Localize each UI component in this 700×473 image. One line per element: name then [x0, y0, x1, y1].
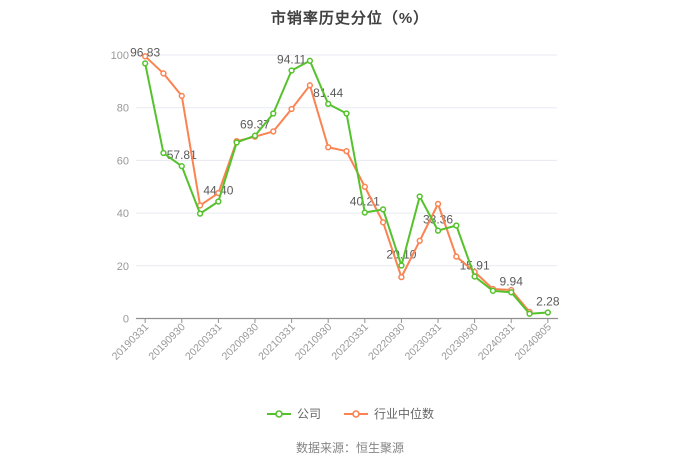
data-label: 57.81 [167, 148, 197, 162]
y-axis-tick-label: 0 [123, 314, 129, 326]
industry-median-point[interactable] [325, 144, 332, 151]
legend-line-icon [266, 409, 291, 418]
company-point[interactable] [526, 310, 533, 317]
y-axis-tick-label: 40 [117, 208, 129, 220]
industry-median-point[interactable] [379, 219, 387, 226]
company-point[interactable] [471, 273, 478, 280]
data-label: 15.91 [460, 259, 490, 273]
data-label: 2.28 [536, 294, 560, 308]
data-label: 96.83 [130, 45, 160, 59]
legend-item-industry-median[interactable]: 行业中位数 [343, 405, 434, 422]
industry-median-point[interactable] [142, 53, 149, 60]
company-point[interactable] [178, 163, 185, 170]
industry-median-point[interactable] [416, 237, 423, 244]
industry-median-line [144, 55, 531, 313]
data-label: 69.37 [240, 118, 270, 132]
x-axis-tick-label: 20200331 [183, 321, 225, 363]
industry-median-point[interactable] [270, 128, 277, 135]
company-point[interactable] [489, 287, 497, 294]
company-point[interactable] [270, 110, 277, 117]
x-axis-tick-label: 20190930 [146, 321, 188, 363]
page-title: 市销率历史分位（%） [270, 10, 430, 27]
company-point[interactable] [142, 60, 149, 67]
y-axis-tick-label: 60 [117, 155, 129, 167]
x-axis-tick-label: 20210930 [293, 321, 335, 363]
industry-median-point[interactable] [343, 148, 350, 155]
company-point[interactable] [215, 198, 222, 205]
company-point[interactable] [379, 206, 387, 213]
industry-median-point[interactable] [361, 183, 368, 190]
company-point[interactable] [288, 67, 295, 74]
x-axis-tick-label: 20230930 [439, 321, 481, 363]
company-point[interactable] [160, 149, 167, 157]
company-point[interactable] [453, 222, 460, 229]
industry-median-point[interactable] [160, 70, 167, 77]
x-axis-tick-label: 20230331 [403, 321, 445, 363]
industry-median-point[interactable] [398, 273, 405, 281]
data-label: 9.94 [500, 274, 524, 288]
x-axis-tick-label: 20220331 [329, 321, 371, 363]
company-point[interactable] [251, 132, 259, 139]
company-point[interactable] [233, 139, 240, 146]
x-axis-tick-label: 20190331 [110, 321, 152, 363]
company-point[interactable] [416, 193, 423, 200]
company-point[interactable] [361, 209, 368, 216]
x-axis-tick-label: 20240331 [476, 321, 518, 363]
legend-line-icon [344, 409, 368, 418]
company-point[interactable] [196, 210, 204, 217]
x-axis-tick-label: 20220930 [366, 321, 408, 363]
x-axis-tick-label: 20240805 [512, 321, 554, 363]
legend-item-label: 公司 [296, 407, 321, 421]
company-point[interactable] [325, 100, 332, 108]
data-label: 40.21 [350, 195, 380, 209]
data-label: 94.11 [277, 53, 306, 67]
y-axis-tick-label: 80 [117, 103, 129, 115]
industry-median-point[interactable] [178, 92, 185, 99]
company-point[interactable] [434, 227, 442, 234]
data-source-note: 数据来源：恒生聚源 [295, 441, 404, 455]
data-label: 81.44 [313, 86, 343, 100]
y-axis-tick-label: 20 [117, 261, 129, 273]
y-axis-tick-label: 100 [111, 50, 129, 62]
legend: 公司 行业中位数 [0, 405, 700, 422]
company-point[interactable] [544, 309, 551, 316]
x-axis-tick-label: 20200930 [220, 321, 262, 363]
legend-item-company[interactable]: 公司 [266, 405, 321, 422]
company-point[interactable] [306, 57, 314, 64]
industry-median-point[interactable] [288, 105, 295, 113]
legend-item-label: 行业中位数 [374, 407, 435, 421]
industry-median-point[interactable] [453, 253, 460, 260]
company-point[interactable] [343, 110, 350, 117]
company-point[interactable] [508, 289, 515, 296]
company-point[interactable] [398, 262, 405, 269]
industry-median-point[interactable] [434, 200, 442, 208]
x-axis-tick-label: 20210331 [256, 321, 298, 363]
industry-median-point[interactable] [306, 82, 314, 89]
